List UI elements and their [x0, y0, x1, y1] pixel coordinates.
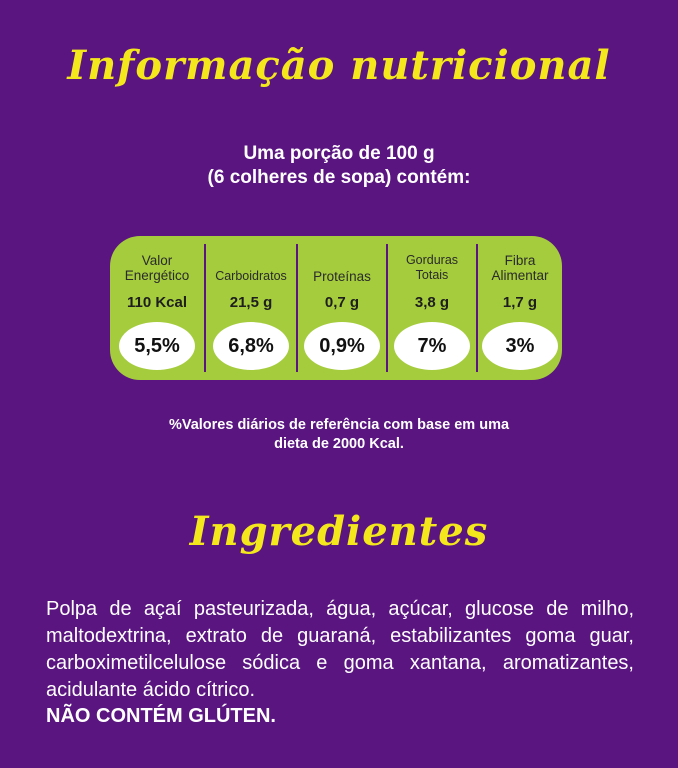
- nutrient-carbs: Carboidratos 21,5 g 6,8%: [206, 236, 296, 380]
- gluten-notice: NÃO CONTÉM GLÚTEN.: [46, 705, 276, 727]
- nutrient-value: 3,8 g: [414, 294, 450, 311]
- daily-values-footnote: %Valores diários de referência com base …: [0, 416, 678, 454]
- nutrition-title: Informação nutricional: [67, 42, 611, 89]
- column-divider: [476, 244, 478, 372]
- daily-percent-badge: 7%: [394, 322, 470, 370]
- daily-percent-badge: 0,9%: [304, 322, 380, 370]
- footnote-line-1: %Valores diários de referência com base …: [168, 417, 510, 433]
- nutrient-value: 21,5 g: [229, 294, 273, 311]
- nutrient-fat: Gorduras Totais 3,8 g 7%: [388, 236, 476, 380]
- ingredients-text: Polpa de açaí pasteurizada, água, açúcar…: [46, 598, 634, 701]
- nutrient-label: Valor Energético: [124, 253, 190, 283]
- column-divider: [204, 244, 206, 372]
- serving-info: Uma porção de 100 g (6 colheres de sopa)…: [0, 142, 678, 190]
- nutrient-label: Carboidratos: [215, 268, 287, 283]
- nutrient-value: 1,7 g: [502, 294, 538, 311]
- nutrition-panel: Valor Energético 110 Kcal 5,5% Carboidrat…: [110, 236, 562, 380]
- nutrient-value: 110 Kcal: [126, 294, 188, 311]
- column-divider: [296, 244, 298, 372]
- footnote-line-2: dieta de 2000 Kcal.: [274, 436, 404, 452]
- nutrient-protein: Proteínas 0,7 g 0,9%: [298, 236, 386, 380]
- daily-percent-badge: 6,8%: [213, 322, 289, 370]
- nutrient-energy: Valor Energético 110 Kcal 5,5%: [110, 236, 204, 380]
- column-divider: [386, 244, 388, 372]
- nutrient-label: Fibra Alimentar: [491, 253, 549, 283]
- daily-percent-badge: 5,5%: [119, 322, 195, 370]
- nutrient-fiber: Fibra Alimentar 1,7 g 3%: [478, 236, 562, 380]
- ingredients-title: Ingredientes: [189, 508, 489, 555]
- nutrient-value: 0,7 g: [324, 294, 360, 311]
- serving-line-2: (6 colheres de sopa) contém:: [207, 167, 471, 188]
- daily-percent-badge: 3%: [482, 322, 558, 370]
- nutrient-label: Gorduras Totais: [405, 253, 459, 282]
- nutrient-label: Proteínas: [313, 268, 371, 284]
- serving-line-1: Uma porção de 100 g: [243, 143, 435, 164]
